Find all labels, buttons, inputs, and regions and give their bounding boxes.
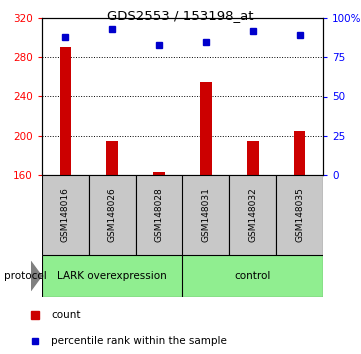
Bar (153, 172, 165, 175)
Text: control: control (235, 271, 271, 281)
Text: GSM148026: GSM148026 (108, 188, 117, 242)
Text: GSM148028: GSM148028 (155, 188, 164, 242)
Text: GSM148035: GSM148035 (295, 188, 304, 242)
Bar (42, 255, 183, 297)
Text: protocol: protocol (4, 271, 46, 281)
Bar (294, 131, 305, 175)
Text: GDS2553 / 153198_at: GDS2553 / 153198_at (107, 9, 254, 22)
Text: LARK overexpression: LARK overexpression (57, 271, 167, 281)
Bar (136, 175, 183, 255)
Bar (183, 175, 229, 255)
Bar (276, 175, 323, 255)
Bar (247, 141, 258, 175)
Polygon shape (31, 261, 42, 291)
Text: GSM148016: GSM148016 (61, 188, 70, 242)
Bar (89, 175, 136, 255)
Bar (60, 47, 71, 175)
Bar (42, 175, 89, 255)
Text: GSM148032: GSM148032 (248, 188, 257, 242)
Bar (106, 141, 118, 175)
Text: percentile rank within the sample: percentile rank within the sample (51, 336, 227, 346)
Bar (200, 82, 212, 175)
Bar (183, 255, 323, 297)
Text: count: count (51, 310, 81, 320)
Text: GSM148031: GSM148031 (201, 188, 210, 242)
Bar (229, 175, 276, 255)
